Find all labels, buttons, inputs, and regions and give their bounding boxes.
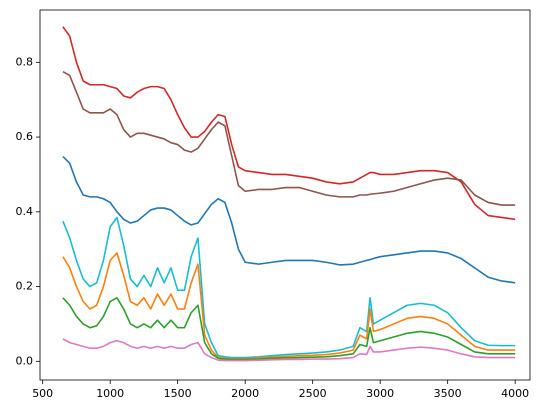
spectrum-line bbox=[62, 26, 516, 221]
x-tick-label: 1000 bbox=[96, 387, 124, 400]
spectrum-line bbox=[62, 216, 516, 359]
y-tick-label: 0.6 bbox=[16, 130, 34, 143]
y-tick-label: 0.0 bbox=[16, 354, 34, 367]
x-tick-label: 500 bbox=[32, 387, 53, 400]
y-tick-label: 0.2 bbox=[16, 280, 34, 293]
spectrum-line bbox=[62, 155, 516, 284]
spectrum-line bbox=[62, 296, 516, 361]
x-tick-label: 2000 bbox=[231, 387, 259, 400]
x-tick-label: 4000 bbox=[501, 387, 529, 400]
x-tick-label: 1500 bbox=[164, 387, 192, 400]
x-tick-label: 3500 bbox=[434, 387, 462, 400]
x-tick-label: 2500 bbox=[299, 387, 327, 400]
y-tick-label: 0.4 bbox=[16, 205, 34, 218]
x-tick-label: 3000 bbox=[366, 387, 394, 400]
spectrum-line bbox=[62, 252, 516, 360]
y-tick-label: 0.8 bbox=[16, 55, 34, 68]
spectrum-line bbox=[62, 70, 516, 206]
spectrum-line bbox=[62, 338, 516, 362]
plot-frame bbox=[39, 9, 531, 381]
